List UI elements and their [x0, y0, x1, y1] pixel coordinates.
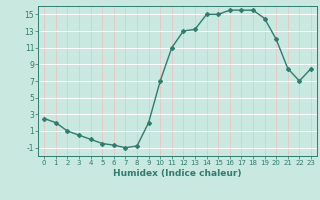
X-axis label: Humidex (Indice chaleur): Humidex (Indice chaleur) [113, 169, 242, 178]
